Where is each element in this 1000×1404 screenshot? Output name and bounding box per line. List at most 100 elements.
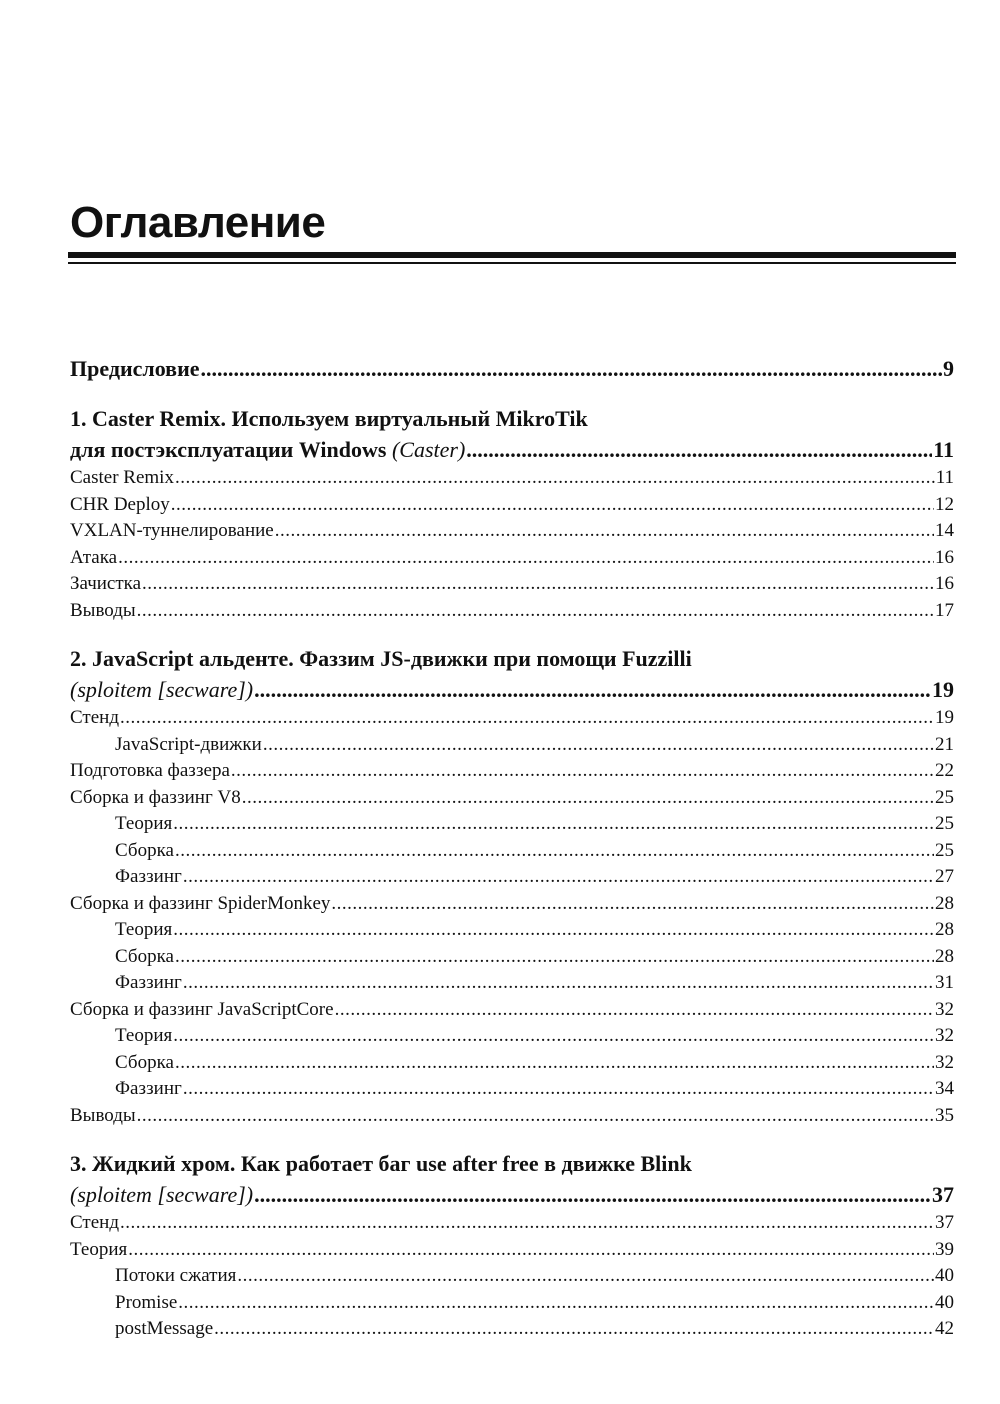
entry-page: 16 bbox=[935, 546, 954, 568]
entry-page: 35 bbox=[935, 1104, 954, 1126]
entry-label: Фаззинг bbox=[115, 972, 182, 993]
entry-page: 19 bbox=[935, 707, 954, 728]
chapter-page: 11 bbox=[933, 437, 954, 462]
toc-entry[interactable]: Выводы 35 bbox=[70, 1103, 954, 1130]
entry-label: Стенд bbox=[70, 707, 119, 728]
title-rule-thin bbox=[68, 262, 956, 264]
entry-label: Теория bbox=[115, 813, 173, 834]
toc-entry[interactable]: postMessage 42 bbox=[70, 1316, 954, 1343]
toc-entry[interactable]: Теория 39 bbox=[70, 1237, 954, 1264]
dot-leader bbox=[175, 1050, 934, 1077]
entry-label: Фаззинг bbox=[115, 866, 182, 887]
page-title: Оглавление bbox=[70, 198, 326, 247]
toc-entry[interactable]: Теория 28 bbox=[70, 917, 954, 944]
chapter-title-line[interactable]: 3. Жидкий хром. Как работает баг use aft… bbox=[70, 1149, 954, 1180]
chapter-title-part: для постэксплуатации Windows bbox=[70, 437, 387, 462]
toc-entry[interactable]: Фаззинг 27 bbox=[70, 864, 954, 891]
dot-leader bbox=[183, 970, 934, 997]
chapter-author: (Caster) bbox=[391, 437, 466, 462]
entry-page: 21 bbox=[935, 733, 954, 755]
entry-label: Теория bbox=[115, 919, 173, 940]
entry-label: Теория bbox=[115, 1025, 173, 1046]
toc-entry[interactable]: JavaScript-движки 21 bbox=[70, 732, 954, 759]
dot-leader bbox=[175, 944, 934, 971]
toc-entry[interactable]: Зачистка 16 bbox=[70, 571, 954, 598]
chapter-title: 3. Жидкий хром. Как работает баг use aft… bbox=[70, 1151, 692, 1176]
chapter-title-line[interactable]: 2. JavaScript альденте. Фаззим JS-движки… bbox=[70, 644, 954, 675]
entry-label: JavaScript-движки bbox=[115, 733, 262, 755]
toc-entry[interactable]: Стенд 19 bbox=[70, 705, 954, 732]
dot-leader bbox=[254, 1180, 931, 1210]
entry-label: Зачистка bbox=[70, 573, 142, 594]
dot-leader bbox=[254, 675, 931, 705]
dot-leader bbox=[173, 811, 934, 838]
chapter-page: 19 bbox=[932, 677, 954, 702]
dot-leader bbox=[201, 354, 942, 384]
dot-leader bbox=[118, 545, 934, 572]
entry-page: 14 bbox=[935, 520, 954, 541]
entry-page: 16 bbox=[935, 573, 954, 594]
entry-page: 32 bbox=[935, 998, 954, 1020]
toc-entry[interactable]: Атака 16 bbox=[70, 545, 954, 572]
entry-label: Потоки сжатия bbox=[115, 1265, 237, 1286]
toc-entry[interactable]: Promise 40 bbox=[70, 1290, 954, 1317]
toc-entry[interactable]: Выводы 17 bbox=[70, 598, 954, 625]
dot-leader bbox=[137, 1103, 934, 1130]
entry-label: Сборка bbox=[115, 945, 174, 967]
entry-label: Стенд bbox=[70, 1212, 119, 1233]
toc-entry[interactable]: Теория 25 bbox=[70, 811, 954, 838]
chapter-title-line-2[interactable]: (sploitem [secware]) 37 bbox=[70, 1180, 954, 1210]
toc-entry[interactable]: Caster Remix 11 bbox=[70, 465, 954, 492]
entry-page: 34 bbox=[935, 1078, 954, 1099]
dot-leader bbox=[237, 1263, 934, 1290]
toc-entry-preface[interactable]: Предисловие 9 bbox=[70, 354, 954, 384]
toc-entry[interactable]: Подготовка фаззера 22 bbox=[70, 758, 954, 785]
toc-entry[interactable]: Теория 32 bbox=[70, 1023, 954, 1050]
chapter-title-line-2[interactable]: для постэксплуатации Windows (Caster) 11 bbox=[70, 435, 954, 465]
chapter-title-cont: для постэксплуатации Windows (Caster) bbox=[70, 435, 465, 465]
entry-page: 12 bbox=[935, 493, 954, 515]
chapter-title: 1. Caster Remix. Используем виртуальный … bbox=[70, 406, 588, 431]
toc-entry[interactable]: Фаззинг 31 bbox=[70, 970, 954, 997]
dot-leader bbox=[173, 1023, 934, 1050]
entry-page: 28 bbox=[935, 892, 954, 914]
toc-entry[interactable]: Сборка 28 bbox=[70, 944, 954, 971]
toc-entry[interactable]: Сборка и фаззинг SpiderMonkey 28 bbox=[70, 891, 954, 918]
dot-leader bbox=[171, 492, 934, 519]
toc-entry[interactable]: VXLAN-туннелирование 14 bbox=[70, 518, 954, 545]
toc-entry[interactable]: Сборка и фаззинг JavaScriptCore 32 bbox=[70, 997, 954, 1024]
chapter-author: (sploitem [secware]) bbox=[70, 1182, 254, 1207]
toc-entry[interactable]: Сборка 25 bbox=[70, 838, 954, 865]
entry-page: 32 bbox=[935, 1051, 954, 1073]
toc-entry[interactable]: Сборка 32 bbox=[70, 1050, 954, 1077]
dot-leader bbox=[178, 1290, 934, 1317]
chapter-title-line[interactable]: 1. Caster Remix. Используем виртуальный … bbox=[70, 404, 954, 435]
chapter-title-cont: (sploitem [secware]) bbox=[70, 675, 253, 705]
dot-leader bbox=[120, 705, 934, 732]
entry-label: Предисловие bbox=[70, 356, 200, 381]
entry-page: 11 bbox=[935, 467, 954, 488]
entry-label: CHR Deploy bbox=[70, 493, 170, 515]
dot-leader bbox=[263, 732, 934, 759]
dot-leader bbox=[231, 758, 934, 785]
spacer bbox=[70, 384, 954, 404]
entry-page: 39 bbox=[935, 1238, 954, 1260]
toc-entry[interactable]: CHR Deploy 12 bbox=[70, 492, 954, 519]
chapter-title: 2. JavaScript альденте. Фаззим JS-движки… bbox=[70, 646, 692, 671]
toc-entry[interactable]: Фаззинг 34 bbox=[70, 1076, 954, 1103]
entry-page: 28 bbox=[935, 945, 954, 967]
entry-label: Сборка bbox=[115, 1051, 174, 1073]
entry-page: 31 bbox=[935, 972, 954, 993]
toc-entry[interactable]: Сборка и фаззинг V8 25 bbox=[70, 785, 954, 812]
dot-leader bbox=[183, 1076, 934, 1103]
dot-leader bbox=[142, 571, 934, 598]
entry-label: Сборка и фаззинг SpiderMonkey bbox=[70, 892, 331, 914]
dot-leader bbox=[466, 435, 932, 465]
entry-label: VXLAN-туннелирование bbox=[70, 520, 274, 541]
dot-leader bbox=[335, 997, 934, 1024]
entry-label: Сборка и фаззинг V8 bbox=[70, 786, 241, 808]
toc-entry[interactable]: Стенд 37 bbox=[70, 1210, 954, 1237]
chapter-title-line-2[interactable]: (sploitem [secware]) 19 bbox=[70, 675, 954, 705]
spacer bbox=[70, 624, 954, 644]
toc-entry[interactable]: Потоки сжатия 40 bbox=[70, 1263, 954, 1290]
